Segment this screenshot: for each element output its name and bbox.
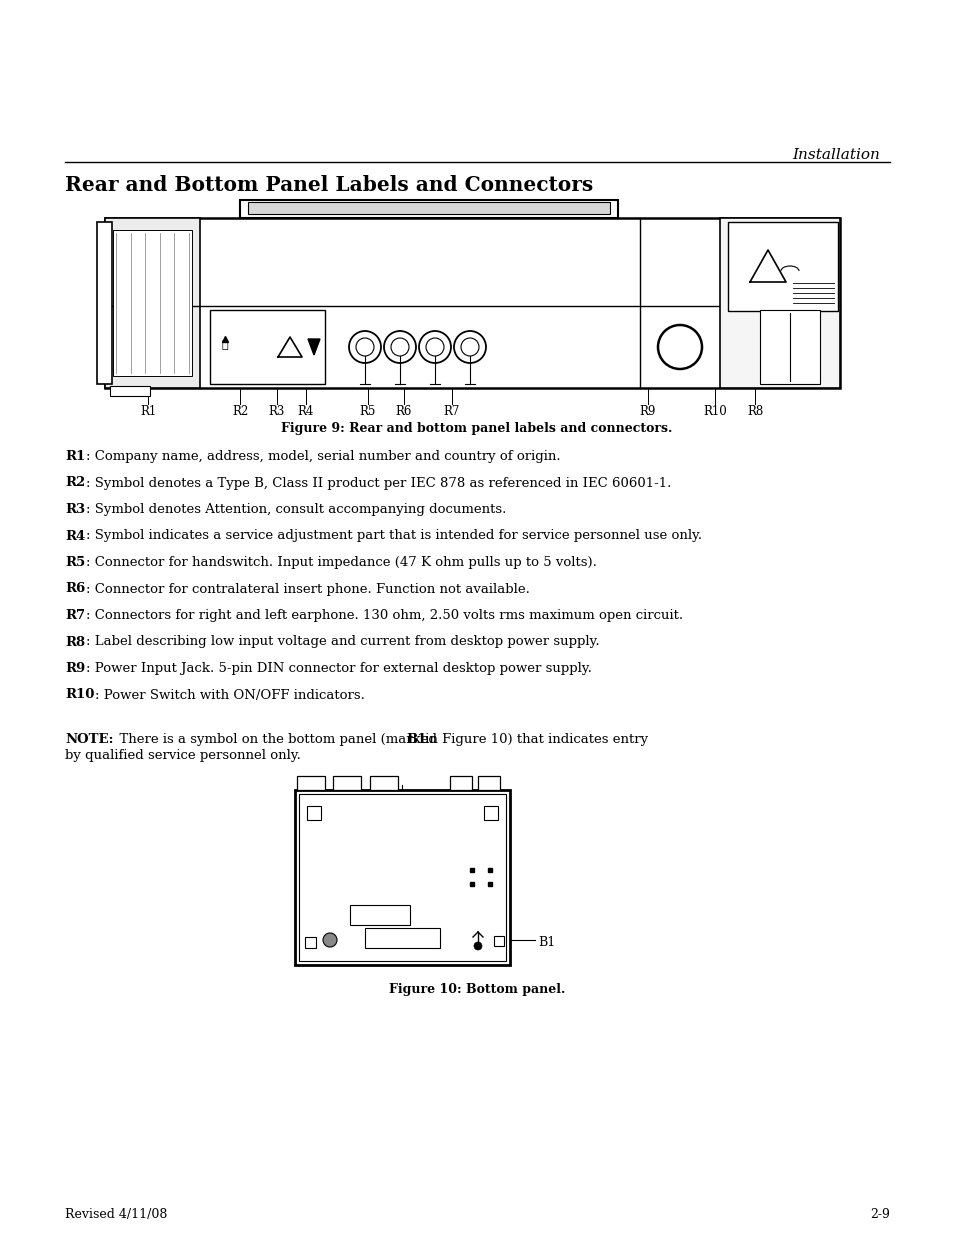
- Text: : Power Switch with ON/OFF indicators.: : Power Switch with ON/OFF indicators.: [95, 688, 365, 701]
- Text: R6: R6: [65, 583, 85, 595]
- Bar: [307, 806, 320, 820]
- Bar: [294, 790, 510, 965]
- Bar: [760, 310, 820, 384]
- Text: : Power Input Jack. 5-pin DIN connector for external desktop power supply.: : Power Input Jack. 5-pin DIN connector …: [86, 662, 592, 676]
- Text: R1: R1: [65, 450, 85, 463]
- Bar: [365, 927, 439, 948]
- Bar: [720, 219, 840, 388]
- Polygon shape: [308, 338, 319, 354]
- Text: in Figure 10) that indicates entry: in Figure 10) that indicates entry: [420, 734, 647, 746]
- Text: R3: R3: [65, 503, 85, 516]
- Text: : Label describing low input voltage and current from desktop power supply.: : Label describing low input voltage and…: [86, 636, 599, 648]
- Text: R4: R4: [65, 530, 85, 542]
- Text: : Symbol indicates a service adjustment part that is intended for service person: : Symbol indicates a service adjustment …: [86, 530, 701, 542]
- Text: R10: R10: [702, 405, 726, 417]
- Text: R1: R1: [140, 405, 156, 417]
- Bar: [494, 936, 503, 946]
- Bar: [483, 806, 497, 820]
- Text: R3: R3: [269, 405, 285, 417]
- Bar: [333, 776, 360, 790]
- Text: : Connectors for right and left earphone. 130 ohm, 2.50 volts rms maximum open c: : Connectors for right and left earphone…: [86, 609, 682, 622]
- Text: R7: R7: [65, 609, 85, 622]
- Bar: [105, 219, 200, 388]
- Text: R6: R6: [395, 405, 412, 417]
- Text: Revised 4/11/08: Revised 4/11/08: [65, 1208, 167, 1221]
- Bar: [296, 776, 325, 790]
- Bar: [105, 219, 840, 388]
- Text: : Company name, address, model, serial number and country of origin.: : Company name, address, model, serial n…: [86, 450, 560, 463]
- Text: R8: R8: [65, 636, 85, 648]
- Bar: [350, 905, 410, 925]
- Bar: [477, 776, 499, 790]
- Text: : Symbol denotes a Type B, Class II product per IEC 878 as referenced in IEC 606: : Symbol denotes a Type B, Class II prod…: [86, 477, 671, 489]
- Text: : Connector for handswitch. Input impedance (47 K ohm pulls up to 5 volts).: : Connector for handswitch. Input impeda…: [86, 556, 597, 569]
- Text: NOTE:: NOTE:: [65, 734, 113, 746]
- Text: 2-9: 2-9: [869, 1208, 889, 1221]
- Text: R7: R7: [443, 405, 459, 417]
- Text: : Connector for contralateral insert phone. Function not available.: : Connector for contralateral insert pho…: [86, 583, 530, 595]
- Bar: [210, 310, 325, 384]
- Text: R9: R9: [639, 405, 656, 417]
- Circle shape: [323, 932, 336, 947]
- Bar: [248, 203, 609, 214]
- Text: R5: R5: [65, 556, 85, 569]
- Text: B1: B1: [406, 734, 426, 746]
- Text: : Symbol denotes Attention, consult accompanying documents.: : Symbol denotes Attention, consult acco…: [86, 503, 506, 516]
- Bar: [240, 200, 618, 219]
- Bar: [450, 776, 472, 790]
- Text: by qualified service personnel only.: by qualified service personnel only.: [65, 748, 300, 762]
- Bar: [112, 230, 192, 375]
- Bar: [727, 222, 837, 311]
- Text: Rear and Bottom Panel Labels and Connectors: Rear and Bottom Panel Labels and Connect…: [65, 175, 593, 195]
- Bar: [110, 387, 150, 396]
- Text: Installation: Installation: [791, 148, 879, 162]
- Bar: [298, 794, 505, 961]
- Bar: [370, 776, 397, 790]
- Circle shape: [474, 942, 481, 950]
- Bar: [97, 222, 112, 384]
- Text: Figure 9: Rear and bottom panel labels and connectors.: Figure 9: Rear and bottom panel labels a…: [281, 422, 672, 435]
- Text: R10: R10: [65, 688, 94, 701]
- Text: There is a symbol on the bottom panel (marked: There is a symbol on the bottom panel (m…: [111, 734, 441, 746]
- Text: Ⓟ: Ⓟ: [221, 340, 228, 350]
- Text: R2: R2: [232, 405, 248, 417]
- Text: R8: R8: [746, 405, 762, 417]
- Text: R5: R5: [359, 405, 375, 417]
- Text: R2: R2: [65, 477, 85, 489]
- Bar: [305, 937, 315, 948]
- Text: B1: B1: [537, 935, 555, 948]
- Text: R9: R9: [65, 662, 85, 676]
- Text: Figure 10: Bottom panel.: Figure 10: Bottom panel.: [389, 983, 564, 995]
- Text: R4: R4: [297, 405, 314, 417]
